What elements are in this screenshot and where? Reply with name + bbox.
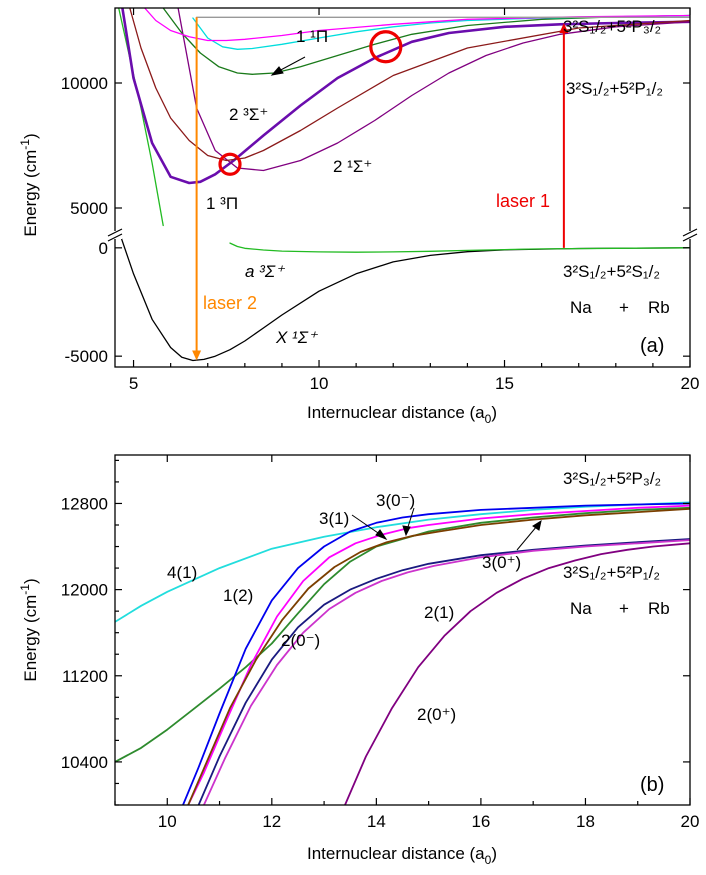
label-2-1sigma: 2 ¹Σ⁺ bbox=[333, 157, 372, 176]
y-tick-label-b: 12800 bbox=[61, 494, 108, 513]
label-x-1sigma: X ¹Σ⁺ bbox=[275, 328, 319, 347]
y-tick-label-a: 5000 bbox=[70, 199, 108, 218]
x-tick-label-a: 5 bbox=[129, 374, 138, 393]
curve-13 bbox=[121, 8, 690, 185]
curve-3-0 bbox=[187, 507, 690, 805]
curve-2-1 bbox=[203, 539, 690, 805]
panel-a-lower-curves bbox=[120, 237, 690, 362]
curve-4-1 bbox=[115, 501, 690, 623]
atom-rb-b: Rb bbox=[648, 599, 670, 618]
x-tick-label-b: 20 bbox=[681, 812, 700, 831]
x-axis-title-b: Internuclear distance (a0) bbox=[307, 844, 497, 867]
x-tick-label-a: 10 bbox=[310, 374, 329, 393]
label-2-3sigma: 2 ³Σ⁺ bbox=[229, 105, 268, 124]
label-laser1: laser 1 bbox=[496, 191, 550, 211]
x-tick-label-b: 14 bbox=[367, 812, 386, 831]
x-tick-label-b: 12 bbox=[262, 812, 281, 831]
curve-magenta bbox=[144, 8, 690, 42]
asymptote-s12-a: 3²S₁/₂+5²S₁/₂ bbox=[563, 262, 660, 281]
asymptote-p32-a: 3²S₁/₂+5²P₃/₂ bbox=[563, 17, 661, 36]
panel-label-b: (b) bbox=[640, 774, 664, 796]
crossing-circles bbox=[218, 30, 403, 176]
label-laser2: laser 2 bbox=[203, 293, 257, 313]
label-1-1pi: 1 ¹Π bbox=[296, 27, 328, 46]
crossing-circle-1 bbox=[218, 152, 242, 176]
laser1-arrow-head bbox=[559, 23, 569, 33]
panel-b-frame bbox=[114, 454, 691, 806]
label-4-1: 4(1) bbox=[167, 563, 197, 582]
curve-23 bbox=[162, 8, 690, 75]
curve-1-2 bbox=[182, 502, 690, 805]
panel-label-a: (a) bbox=[640, 335, 664, 357]
curve-green bbox=[115, 506, 690, 763]
axis-break-right bbox=[682, 228, 698, 242]
label-2-0plus: 2(0⁺) bbox=[417, 705, 456, 724]
panel-a-upper-curves bbox=[118, 8, 690, 227]
curve-a3 bbox=[229, 242, 690, 253]
y-tick-label-a: 10000 bbox=[61, 74, 108, 93]
curve-x1 bbox=[120, 237, 690, 362]
label-3-0plus: 3(0⁺) bbox=[482, 553, 521, 572]
label-2-1: 2(1) bbox=[424, 603, 454, 622]
atom-na-b: Na bbox=[570, 599, 592, 618]
label-2-0minus: 2(0⁻) bbox=[281, 631, 320, 650]
label-1-2: 1(2) bbox=[223, 586, 253, 605]
x-tick-label-b: 16 bbox=[471, 812, 490, 831]
curve-a3-inner-wall bbox=[118, 8, 164, 227]
plus-a: + bbox=[619, 298, 629, 317]
axis-break-left bbox=[107, 228, 123, 242]
asymptote-p32-b: 3²S₁/₂+5²P₃/₂ bbox=[563, 469, 661, 488]
label-a-3sigma: a ³Σ⁺ bbox=[245, 262, 286, 281]
laser2-arrow-head bbox=[192, 350, 202, 361]
panel-a-frame bbox=[114, 7, 691, 368]
laser-arrows bbox=[192, 17, 569, 361]
y-tick-label-a: -5000 bbox=[65, 347, 108, 366]
panel-a-ticks: 5 10 15 20 5000 10000 -5000 0 bbox=[61, 8, 700, 393]
curve-2-0 bbox=[344, 542, 690, 805]
crossing-circle-2 bbox=[369, 30, 403, 64]
asymptote-p12-b: 3²S₁/₂+5²P₁/₂ bbox=[563, 563, 660, 582]
curve-3-1 bbox=[187, 504, 690, 805]
asymptote-p12-a: 3²S₁/₂+5²P₁/₂ bbox=[566, 79, 663, 98]
annotation-arrow-11pi bbox=[270, 56, 306, 76]
y-tick-label-b: 10400 bbox=[61, 753, 108, 772]
x-tick-label-a: 15 bbox=[495, 374, 514, 393]
y-tick-label-b: 11200 bbox=[62, 667, 108, 686]
atom-na-a: Na bbox=[570, 298, 592, 317]
x-axis-title-a: Internuclear distance (a0) bbox=[307, 403, 497, 426]
panel-b-ticks: 10 12 14 16 18 20 10400 11200 12000 12800 bbox=[61, 455, 700, 831]
x-tick-label-a: 20 bbox=[681, 374, 700, 393]
label-3-0minus: 3(0⁻) bbox=[376, 491, 415, 510]
label-1-3pi: 1 ³Π bbox=[206, 194, 238, 213]
y-tick-label-b: 12000 bbox=[61, 581, 108, 600]
plus-b: + bbox=[619, 599, 629, 618]
atom-rb-a: Rb bbox=[648, 298, 670, 317]
panel-b-curves bbox=[115, 501, 690, 805]
y-axis-title-a: Energy (cm-1) bbox=[18, 133, 40, 236]
label-3-1: 3(1) bbox=[319, 509, 349, 528]
x-tick-label-b: 18 bbox=[576, 812, 595, 831]
curve-brown bbox=[129, 8, 690, 162]
annotation-arrows-b bbox=[351, 507, 542, 551]
y-tick-label-a: 0 bbox=[99, 239, 108, 258]
panel-b: 10 12 14 16 18 20 10400 11200 12000 12800 4(1) 1(… bbox=[18, 454, 700, 867]
x-tick-label-b: 10 bbox=[158, 812, 177, 831]
y-axis-title-b: Energy (cm-1) bbox=[18, 578, 40, 681]
curve-2-0 bbox=[197, 538, 690, 805]
